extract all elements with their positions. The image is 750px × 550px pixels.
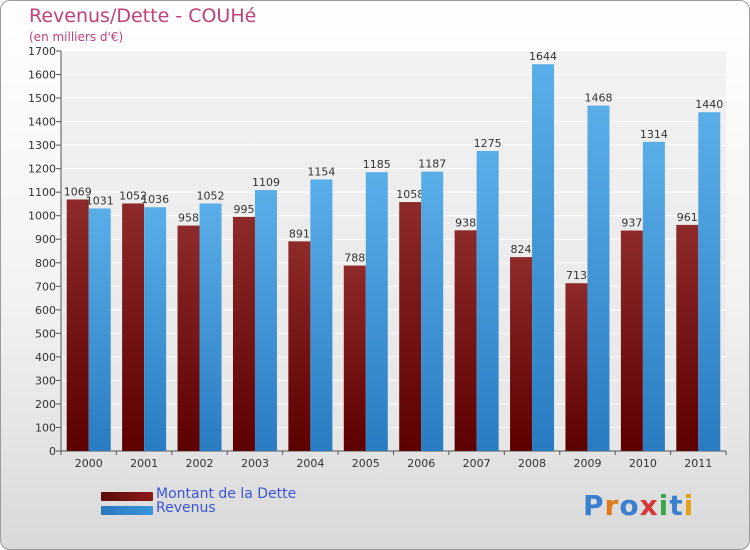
data-label-debt: 1058 — [396, 188, 424, 201]
y-tick-label: 1700 — [28, 45, 56, 58]
bar-debt — [510, 257, 533, 451]
bar-revenue — [476, 151, 499, 451]
data-label-debt: 958 — [178, 212, 199, 225]
logo-letter: P — [583, 489, 605, 522]
bar-revenue — [310, 179, 333, 451]
bar-debt — [66, 199, 89, 451]
x-tick-label: 2002 — [186, 457, 214, 470]
y-tick-label: 1200 — [28, 163, 56, 176]
data-label-revenue: 1036 — [141, 193, 169, 206]
data-label-debt: 1052 — [119, 189, 147, 202]
bar-debt — [232, 216, 255, 451]
bar-debt — [122, 203, 145, 451]
logo-letter: t — [669, 489, 684, 522]
x-tick-label: 2011 — [684, 457, 712, 470]
y-tick-label: 300 — [35, 374, 56, 387]
data-label-revenue: 1154 — [307, 165, 335, 178]
data-label-debt: 788 — [344, 252, 365, 265]
legend-swatch-revenue — [101, 506, 153, 515]
data-label-debt: 937 — [621, 217, 642, 230]
plot-area — [61, 51, 726, 451]
bar-revenue — [698, 112, 721, 452]
y-tick-label: 700 — [35, 280, 56, 293]
bar-debt — [399, 202, 422, 451]
y-tick-label: 1400 — [28, 116, 56, 129]
x-tick-label: 2005 — [352, 457, 380, 470]
bar-revenue — [144, 207, 167, 451]
legend-label-revenue: Revenus — [156, 500, 216, 516]
x-tick-label: 2010 — [629, 457, 657, 470]
bar-revenue — [421, 171, 444, 452]
bar-revenue — [199, 203, 222, 451]
y-tick-label: 400 — [35, 351, 56, 364]
data-label-revenue: 1468 — [584, 92, 612, 105]
data-label-revenue: 1031 — [86, 194, 114, 207]
y-tick-label: 600 — [35, 304, 56, 317]
data-label-debt: 961 — [677, 211, 698, 224]
y-tick-label: 1300 — [28, 139, 56, 152]
data-label-revenue: 1187 — [418, 158, 446, 171]
proxiti-logo: Proxiti — [583, 489, 694, 522]
data-label-revenue: 1052 — [197, 189, 225, 202]
x-tick-label: 2006 — [407, 457, 435, 470]
data-label-revenue: 1109 — [252, 176, 280, 189]
data-label-revenue: 1185 — [363, 158, 391, 171]
bar-revenue — [532, 64, 555, 452]
y-tick-label: 1500 — [28, 92, 56, 105]
x-tick-label: 2008 — [518, 457, 546, 470]
bar-revenue — [88, 208, 111, 451]
y-tick-label: 0 — [49, 445, 56, 458]
data-label-revenue: 1275 — [474, 137, 502, 150]
logo-letter: i — [683, 489, 695, 522]
data-label-debt: 938 — [455, 216, 476, 229]
logo-letter: x — [639, 489, 659, 522]
bar-debt — [343, 265, 366, 451]
legend-swatch-debt — [101, 492, 153, 501]
logo-letter: r — [604, 489, 620, 522]
y-tick-label: 900 — [35, 233, 56, 246]
chart-subtitle: (en milliers d'€) — [29, 30, 124, 44]
bar-debt — [288, 241, 311, 451]
y-tick-label: 1100 — [28, 186, 56, 199]
data-label-debt: 891 — [289, 227, 310, 240]
bar-debt — [676, 224, 699, 451]
chart-title: Revenus/Dette - COUHé — [29, 5, 257, 27]
bar-revenue — [254, 190, 277, 451]
bar-debt — [620, 230, 643, 451]
x-tick-label: 2003 — [241, 457, 269, 470]
data-label-debt: 995 — [233, 203, 254, 216]
bar-revenue — [587, 105, 610, 452]
logo-letter: o — [619, 489, 640, 522]
y-tick-label: 800 — [35, 257, 56, 270]
data-label-revenue: 1440 — [695, 98, 723, 111]
bar-revenue — [365, 172, 388, 452]
bar-debt — [565, 283, 588, 451]
x-tick-label: 2009 — [573, 457, 601, 470]
data-label-debt: 824 — [511, 243, 532, 256]
data-label-debt: 713 — [566, 269, 587, 282]
y-tick-label: 200 — [35, 398, 56, 411]
bar-debt — [177, 225, 200, 451]
y-tick-label: 500 — [35, 327, 56, 340]
logo-letter: i — [658, 489, 670, 522]
x-tick-label: 2007 — [463, 457, 491, 470]
data-label-debt: 1069 — [64, 185, 92, 198]
x-tick-label: 2001 — [130, 457, 158, 470]
y-tick-label: 1600 — [28, 69, 56, 82]
bar-revenue — [642, 141, 665, 451]
y-tick-label: 1000 — [28, 210, 56, 223]
x-tick-label: 2004 — [296, 457, 324, 470]
y-tick-label: 100 — [35, 421, 56, 434]
x-tick-label: 2000 — [75, 457, 103, 470]
data-label-revenue: 1314 — [640, 128, 668, 141]
data-label-revenue: 1644 — [529, 50, 557, 63]
legend-label-debt: Montant de la Dette — [156, 486, 297, 502]
bar-debt — [454, 230, 477, 451]
